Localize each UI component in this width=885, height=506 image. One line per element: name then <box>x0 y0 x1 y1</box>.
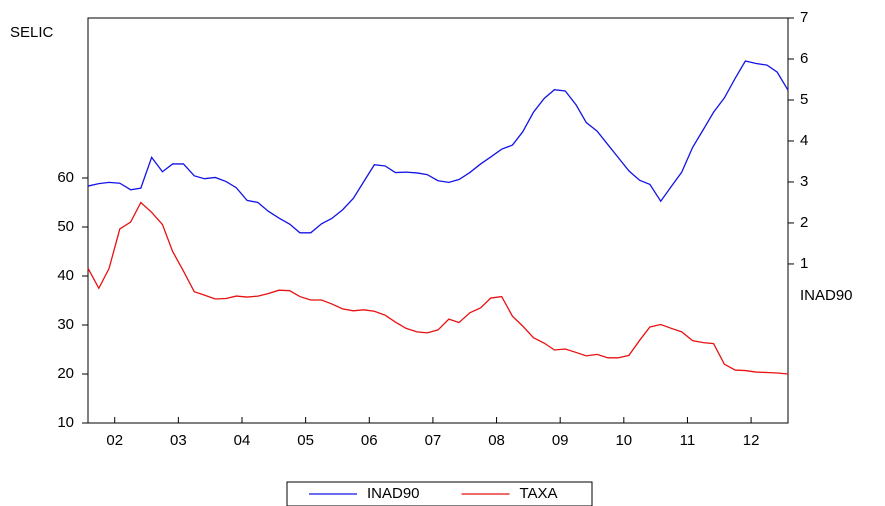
y2-tick-label: 7 <box>800 9 808 26</box>
line-series <box>87 60 789 234</box>
x-tick-label: 10 <box>615 432 632 449</box>
x-tick-label: 11 <box>680 432 696 449</box>
y-tick-label: 10 <box>57 414 74 431</box>
x-tick-label: 12 <box>743 432 760 449</box>
x-tick-label: 08 <box>488 432 505 449</box>
y-tick-label: 40 <box>57 267 74 284</box>
y-tick-label: 60 <box>57 169 74 186</box>
x-tick-label: 06 <box>361 432 378 449</box>
y-axis-title: SELIC <box>10 24 54 41</box>
plot-frame <box>87 17 789 424</box>
y2-axis-title: INAD90 <box>800 287 853 304</box>
y2-tick-label: 4 <box>800 132 808 149</box>
x-tick-label: 03 <box>170 432 187 449</box>
x-tick-label: 05 <box>297 432 314 449</box>
legend-label: TAXA <box>520 485 558 502</box>
y2-tick-label: 6 <box>800 50 808 67</box>
y2-tick-label: 3 <box>800 173 808 190</box>
legend-label: INAD90 <box>367 485 420 502</box>
y2-tick-label: 2 <box>800 214 808 231</box>
y-tick-label: 50 <box>57 218 74 235</box>
y-tick-label: 20 <box>57 365 74 382</box>
y-tick-label: 30 <box>57 316 74 333</box>
x-tick-label: 02 <box>106 432 123 449</box>
x-tick-label: 09 <box>552 432 569 449</box>
y2-tick-label: 5 <box>800 91 808 108</box>
x-tick-label: 07 <box>425 432 442 449</box>
line-series <box>87 201 789 375</box>
x-tick-label: 04 <box>234 432 251 449</box>
y2-tick-label: 1 <box>800 255 808 272</box>
